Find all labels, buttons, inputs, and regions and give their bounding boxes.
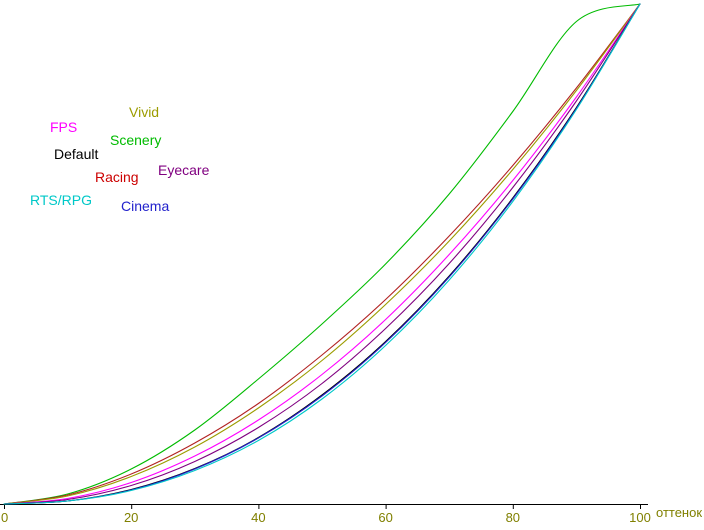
legend-item-racing: Racing bbox=[95, 169, 139, 185]
x-tick-label: 60 bbox=[378, 510, 392, 525]
legend-item-fps: FPS bbox=[50, 119, 78, 135]
x-tick-label: 100 bbox=[629, 510, 651, 525]
x-tick-label: 80 bbox=[506, 510, 520, 525]
x-tick-label: 20 bbox=[124, 510, 138, 525]
legend-item-eyecare: Eyecare bbox=[158, 162, 210, 178]
legend-item-vivid: Vivid bbox=[129, 104, 160, 120]
series-line-eyecare bbox=[3, 3, 641, 505]
series-line-fps bbox=[3, 3, 641, 505]
legend-item-scenery: Scenery bbox=[110, 132, 162, 148]
x-tick-label: 40 bbox=[251, 510, 265, 525]
x-axis-title: оттенок bbox=[656, 505, 703, 520]
legend-item-rts-rpg: RTS/RPG bbox=[30, 192, 92, 208]
series-line-cinema bbox=[3, 3, 641, 505]
series-line-scenery bbox=[3, 3, 641, 505]
legend-item-default: Default bbox=[54, 146, 99, 162]
series-line-rts-rpg bbox=[3, 3, 641, 505]
series-line-default bbox=[3, 3, 641, 505]
legend-item-cinema: Cinema bbox=[121, 198, 170, 214]
x-tick-label: 0 bbox=[1, 510, 8, 525]
series-line-vivid bbox=[3, 3, 641, 505]
series-line-racing bbox=[3, 3, 641, 505]
